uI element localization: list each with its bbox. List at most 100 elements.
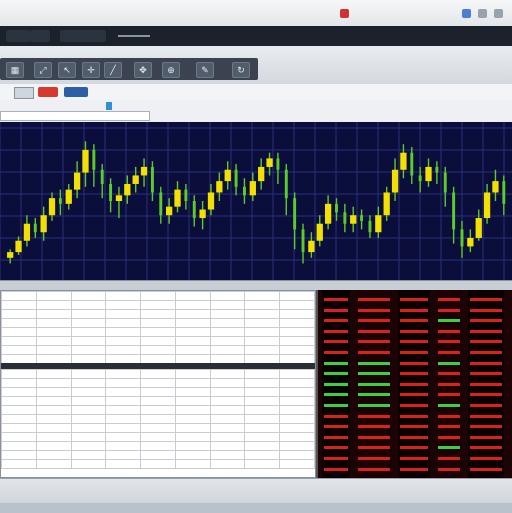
menu-item-1[interactable] <box>6 30 30 42</box>
table-cell <box>244 354 281 363</box>
table-cell <box>244 396 281 406</box>
table-row[interactable] <box>1 336 315 346</box>
depth-row-value <box>324 298 348 301</box>
cursor-icon[interactable]: ↖ <box>58 62 76 78</box>
zoom-icon[interactable]: ⊕ <box>162 62 180 78</box>
orders-table-top-grid <box>1 291 315 363</box>
menu-item-2[interactable] <box>30 30 50 42</box>
depth-row-value <box>400 435 428 439</box>
table-row[interactable] <box>1 309 315 319</box>
close-icon[interactable] <box>494 9 503 18</box>
table-row[interactable] <box>1 423 315 433</box>
table-row[interactable] <box>1 291 315 301</box>
depth-row-value <box>400 340 428 344</box>
table-row[interactable] <box>1 414 315 424</box>
tab-blue[interactable] <box>64 87 88 97</box>
table-cell <box>140 396 176 406</box>
candle-body <box>23 223 31 241</box>
candle-body <box>460 229 464 247</box>
candle-body <box>132 175 139 184</box>
table-row[interactable] <box>1 345 315 355</box>
table-cell <box>105 309 142 319</box>
depth-row-value <box>358 372 390 376</box>
table-row[interactable] <box>1 450 315 460</box>
price-chart[interactable] <box>0 122 512 280</box>
draw-icon[interactable]: ✎ <box>196 62 214 78</box>
table-row[interactable] <box>1 405 315 415</box>
tab-label-4[interactable] <box>300 87 306 97</box>
table-cell <box>279 414 315 424</box>
table-cell <box>209 423 246 433</box>
table-cell <box>140 369 176 379</box>
orders-table-top <box>1 291 315 363</box>
table-row[interactable] <box>1 387 315 397</box>
candle-body <box>335 203 338 213</box>
record-button[interactable] <box>38 87 58 97</box>
depth-row-value <box>358 435 390 439</box>
table-cell <box>174 396 211 406</box>
tab-chart[interactable] <box>14 87 34 99</box>
arrows-icon[interactable]: ⤢ <box>34 62 52 78</box>
table-cell <box>70 318 107 328</box>
depth-row-value <box>400 298 428 301</box>
table-cell <box>1 414 37 424</box>
minimize-icon[interactable] <box>478 9 487 18</box>
table-row[interactable] <box>1 327 315 337</box>
depth-row-value <box>470 319 502 323</box>
depth-row-value <box>324 457 348 460</box>
table-cell <box>209 291 246 301</box>
depth-row-value <box>324 329 348 333</box>
ticker-input[interactable] <box>0 111 150 121</box>
depth-row-value <box>324 382 348 386</box>
pan-icon[interactable]: ✥ <box>134 62 152 78</box>
table-cell <box>244 345 281 355</box>
app-icon[interactable] <box>340 9 349 18</box>
depth-row-value <box>358 393 390 397</box>
table-cell <box>244 423 281 433</box>
table-cell <box>209 354 246 363</box>
depth-row-value <box>438 467 460 471</box>
candle-body <box>324 203 332 224</box>
table-row[interactable] <box>1 459 315 469</box>
table-cell <box>244 336 281 346</box>
market-depth-panel <box>316 290 512 478</box>
table-row[interactable] <box>1 396 315 406</box>
table-cell <box>140 291 176 301</box>
table-cell <box>140 423 176 433</box>
depth-row-value <box>470 435 502 439</box>
table-row[interactable] <box>1 441 315 451</box>
table-cell <box>1 309 37 319</box>
menu-item-3[interactable] <box>60 30 106 42</box>
depth-row-value <box>438 372 460 376</box>
table-cell <box>105 318 142 328</box>
candle-body <box>350 215 357 224</box>
candle-body <box>48 198 56 216</box>
tab-label-3[interactable] <box>240 87 246 97</box>
table-row[interactable] <box>1 369 315 379</box>
candle-body <box>435 166 439 173</box>
menu-divider <box>118 35 150 37</box>
candle-body <box>166 206 173 216</box>
table-row[interactable] <box>1 318 315 328</box>
table-cell <box>279 300 315 310</box>
table-cell <box>279 459 315 469</box>
refresh-icon[interactable]: ↻ <box>232 62 250 78</box>
candle-body <box>207 192 215 210</box>
grid-icon[interactable]: ▦ <box>6 62 24 78</box>
tab-label-2[interactable] <box>170 87 176 97</box>
table-row[interactable] <box>1 300 315 310</box>
table-cell <box>209 414 246 424</box>
depth-row-value <box>400 404 428 407</box>
table-cell <box>174 327 211 337</box>
table-row[interactable] <box>1 354 315 363</box>
depth-row-value <box>470 372 502 376</box>
candle-body <box>284 169 288 199</box>
line-icon[interactable]: ╱ <box>104 62 122 78</box>
depth-row-value <box>400 351 428 354</box>
orders-table-bottom <box>1 369 315 479</box>
tab-label-1[interactable] <box>92 87 98 97</box>
crosshair-icon[interactable]: ✛ <box>82 62 100 78</box>
table-row[interactable] <box>1 432 315 442</box>
table-row[interactable] <box>1 378 315 388</box>
browser-icon[interactable] <box>462 9 471 18</box>
